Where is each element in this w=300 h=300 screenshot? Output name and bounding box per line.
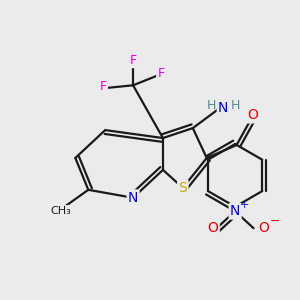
Text: S: S — [178, 181, 187, 195]
Text: H: H — [207, 99, 216, 112]
Text: +: + — [240, 200, 249, 210]
Text: N: N — [218, 101, 228, 115]
Text: CH₃: CH₃ — [50, 206, 71, 216]
Text: N: N — [230, 204, 240, 218]
Text: N: N — [128, 191, 138, 205]
Text: F: F — [158, 68, 164, 80]
Text: H: H — [230, 99, 240, 112]
Text: O: O — [208, 221, 218, 235]
Text: −: − — [270, 215, 280, 228]
Text: O: O — [259, 221, 269, 235]
Text: F: F — [130, 54, 136, 67]
Text: O: O — [248, 108, 259, 122]
Text: F: F — [100, 80, 107, 93]
